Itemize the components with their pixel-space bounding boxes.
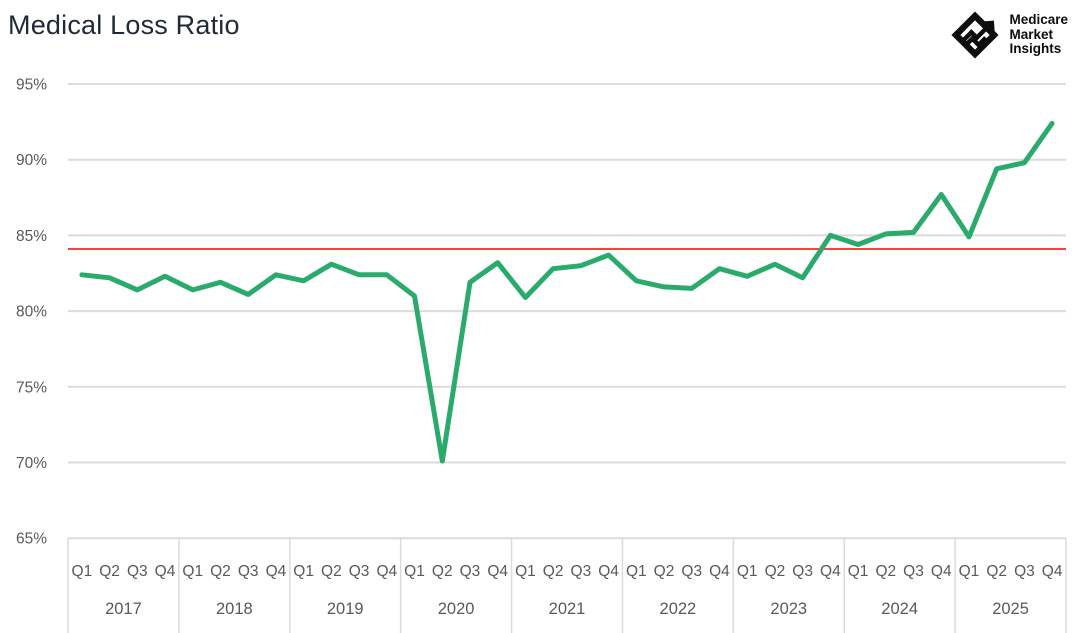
x-axis-quarter-label: Q3	[238, 563, 259, 580]
x-axis-quarter-label: Q4	[820, 563, 841, 580]
x-axis-year-label: 2021	[549, 600, 586, 618]
x-axis-quarter-label: Q2	[654, 563, 675, 580]
x-axis-year-label: 2019	[327, 600, 364, 618]
x-axis-quarter-label: Q4	[931, 563, 952, 580]
y-axis-tick-label: 70%	[16, 455, 47, 472]
brand-logo-text: Medicare Market Insights	[1009, 11, 1068, 58]
x-axis-quarter-label: Q1	[959, 563, 980, 580]
x-axis-quarter-label: Q2	[543, 563, 564, 580]
chart-header: Medical Loss Ratio Medicare Market Insig…	[0, 0, 1076, 64]
x-axis-quarter-label: Q2	[432, 563, 453, 580]
x-axis-year-label: 2024	[881, 600, 918, 618]
x-axis-quarter-label: Q2	[321, 563, 342, 580]
x-axis-quarter-label: Q4	[709, 563, 730, 580]
x-axis-quarter-label: Q4	[487, 563, 508, 580]
x-axis-quarter-label: Q1	[182, 563, 203, 580]
x-axis-quarter-label: Q3	[1014, 563, 1035, 580]
logo-text-line: Insights	[1009, 41, 1062, 57]
x-axis-quarter-label: Q3	[460, 563, 481, 580]
y-axis-tick-label: 80%	[16, 304, 47, 321]
mlr-series-line	[79, 120, 1055, 464]
x-axis-quarter-label: Q4	[1042, 563, 1063, 580]
y-axis-tick-label: 65%	[16, 531, 47, 548]
x-axis-quarter-label: Q1	[848, 563, 869, 580]
x-axis-quarter-label: Q1	[626, 563, 647, 580]
x-axis-quarter-label: Q1	[404, 563, 425, 580]
x-axis-quarter-label: Q4	[155, 563, 176, 580]
y-axis-tick-label: 85%	[16, 228, 47, 245]
brand-logo-icon	[951, 11, 1000, 59]
x-axis-quarter-label: Q2	[210, 563, 231, 580]
x-axis-quarter-label: Q4	[598, 563, 619, 580]
x-axis-quarter-label: Q1	[72, 563, 93, 580]
x-axis-quarter-label: Q1	[737, 563, 758, 580]
x-axis-quarter-label: Q4	[266, 563, 287, 580]
x-axis-quarter-label: Q3	[903, 563, 924, 580]
page-title: Medical Loss Ratio	[8, 10, 240, 40]
y-axis-tick-label: 95%	[16, 77, 47, 94]
x-axis-quarter-label: Q4	[376, 563, 397, 580]
x-axis-quarter-label: Q2	[765, 563, 786, 580]
x-axis-quarter-label: Q3	[127, 563, 148, 580]
logo-text-line: Market	[1009, 26, 1053, 42]
x-axis-quarter-label: Q2	[986, 563, 1007, 580]
x-axis-year-label: 2025	[992, 600, 1029, 618]
x-axis-year-label: 2022	[660, 600, 697, 618]
logo-text-line: Medicare	[1009, 11, 1068, 27]
x-axis-year-label: 2020	[438, 600, 475, 618]
x-axis-quarter-label: Q2	[875, 563, 896, 580]
x-axis-quarter-label: Q2	[99, 563, 120, 580]
x-axis-quarter-label: Q3	[349, 563, 370, 580]
x-axis-quarter-label: Q3	[792, 563, 813, 580]
x-axis-quarter-label: Q1	[293, 563, 314, 580]
x-axis-quarter-label: Q3	[681, 563, 702, 580]
x-axis-year-label: 2018	[216, 600, 253, 618]
y-axis-tick-label: 90%	[16, 152, 47, 169]
x-axis-year-label: 2017	[105, 600, 142, 618]
x-axis-quarter-label: Q3	[571, 563, 592, 580]
x-axis-quarter-label: Q1	[515, 563, 536, 580]
brand-logo: Medicare Market Insights	[948, 8, 1068, 62]
y-axis-tick-label: 75%	[16, 379, 47, 396]
x-axis-year-label: 2023	[770, 600, 807, 618]
